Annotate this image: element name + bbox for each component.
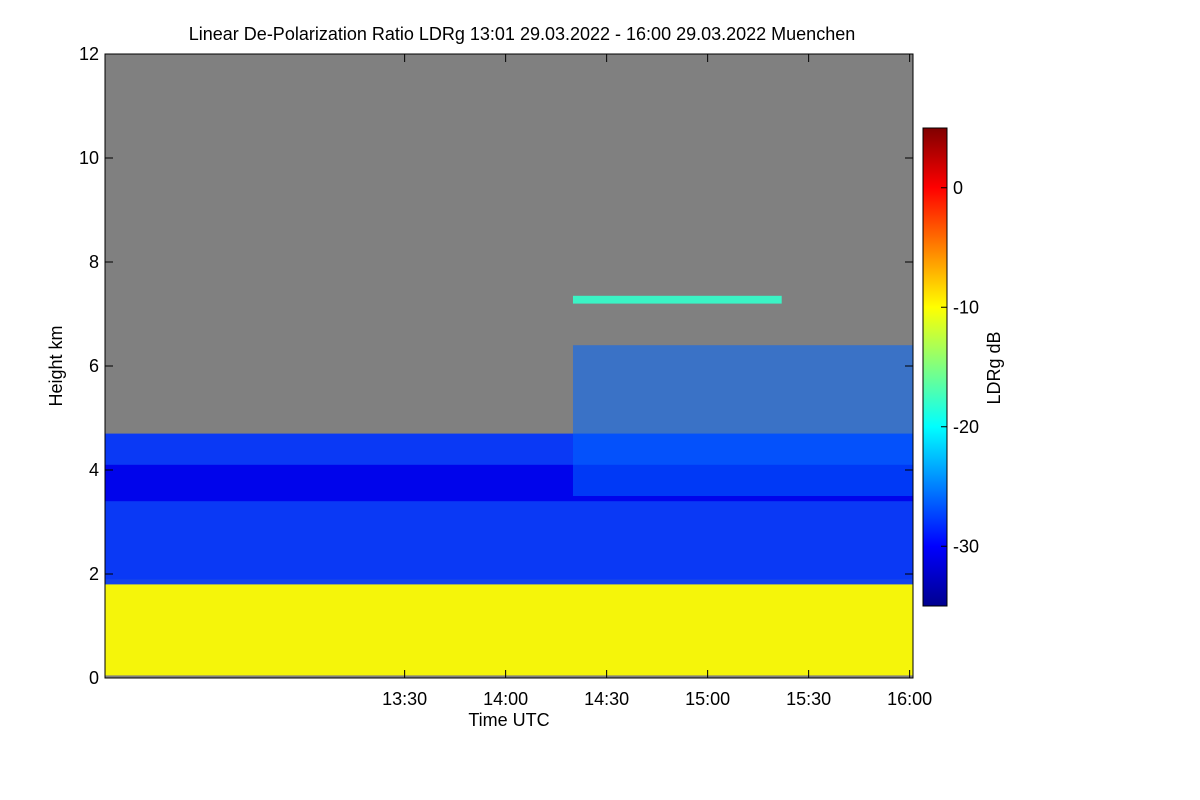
y-tick-label: 6 bbox=[89, 356, 99, 376]
colorbar-tick-label: 0 bbox=[953, 178, 963, 198]
chart-title: Linear De-Polarization Ratio LDRg 13:01 … bbox=[189, 24, 855, 44]
x-axis: 13:30 14:00 14:30 15:00 15:30 16:00 bbox=[382, 54, 932, 709]
x-tick-label: 16:00 bbox=[887, 689, 932, 709]
y-tick-label: 0 bbox=[89, 668, 99, 688]
y-axis: 0 2 4 6 8 10 12 bbox=[79, 44, 913, 688]
layer-upper-ice-streaks bbox=[572, 345, 913, 496]
x-tick-label: 15:30 bbox=[786, 689, 831, 709]
x-axis-label: Time UTC bbox=[468, 710, 549, 730]
y-tick-label: 12 bbox=[79, 44, 99, 64]
y-tick-label: 4 bbox=[89, 460, 99, 480]
colorbar-gradient bbox=[922, 127, 948, 607]
colorbar-ticks: 0 -10 -20 -30 bbox=[941, 178, 979, 556]
layer-thin-cirrus bbox=[572, 295, 782, 304]
y-tick-label: 10 bbox=[79, 148, 99, 168]
x-tick-label: 14:30 bbox=[584, 689, 629, 709]
y-tick-label: 8 bbox=[89, 252, 99, 272]
plot-area bbox=[104, 53, 914, 679]
y-tick-label: 2 bbox=[89, 564, 99, 584]
y-axis-label: Height km bbox=[46, 325, 66, 406]
x-tick-label: 14:00 bbox=[483, 689, 528, 709]
colorbar-tick-label: -30 bbox=[953, 536, 979, 556]
colorbar: 0 -10 -20 -30 LDRg dB bbox=[922, 127, 1004, 607]
colorbar-tick-label: -10 bbox=[953, 297, 979, 317]
colorbar-tick-label: -20 bbox=[953, 417, 979, 437]
x-tick-label: 15:00 bbox=[685, 689, 730, 709]
x-tick-label: 13:30 bbox=[382, 689, 427, 709]
colorbar-label: LDRg dB bbox=[984, 331, 1004, 404]
layer-near-surface-aerosol bbox=[105, 579, 913, 676]
data-layers bbox=[105, 295, 913, 676]
